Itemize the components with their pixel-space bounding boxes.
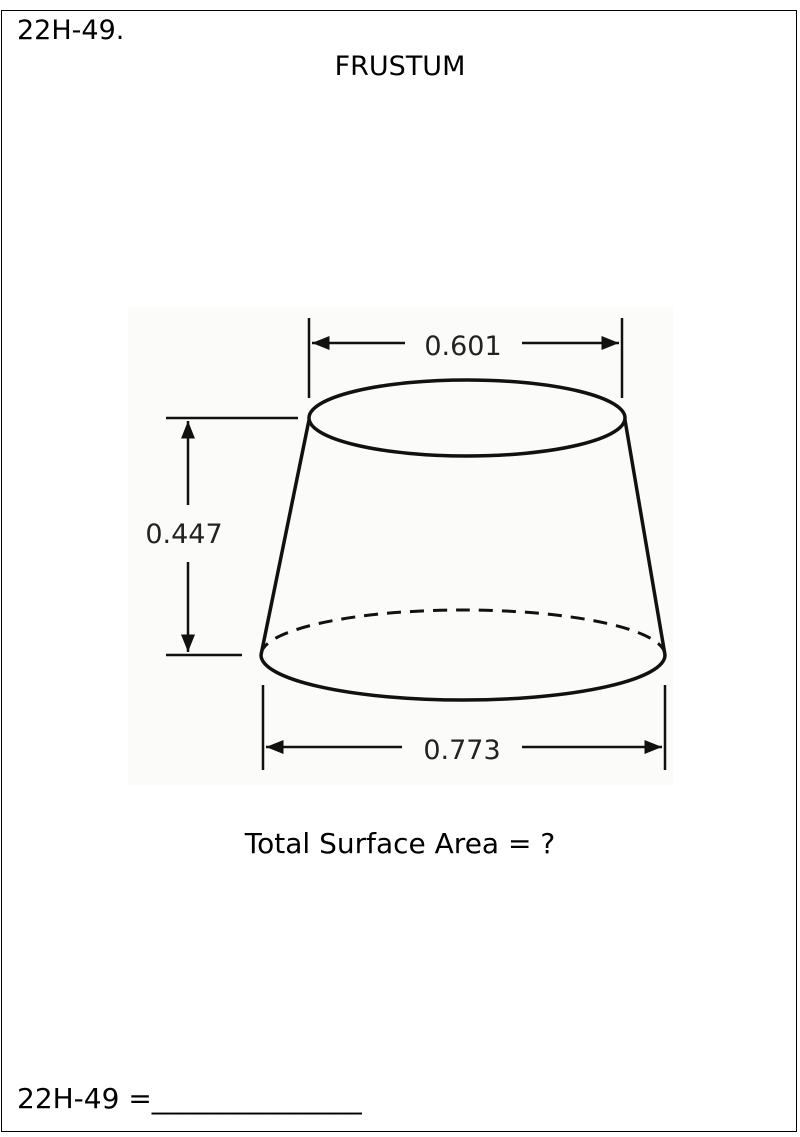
bottom-face-back-hidden	[259, 608, 667, 656]
right-slant-edge	[623, 419, 667, 656]
bottom-face-front	[259, 654, 667, 702]
figure-background	[128, 307, 673, 785]
bottom-diameter-label: 0.773	[423, 735, 500, 766]
top-diameter-label: 0.601	[424, 331, 501, 362]
problem-id: 22H-49.	[17, 15, 125, 46]
answer-label: 22H-49 =	[17, 1082, 152, 1115]
question-text: Total Surface Area = ?	[244, 827, 556, 860]
answer-line[interactable]: 22H-49 =_______________	[17, 1083, 362, 1115]
left-slant-edge	[259, 419, 311, 656]
height-label: 0.447	[145, 519, 222, 550]
top-face	[307, 378, 627, 458]
answer-blank[interactable]: _______________	[151, 1082, 362, 1115]
worksheet-border	[1, 10, 797, 1132]
shape-title: FRUSTUM	[334, 51, 466, 82]
